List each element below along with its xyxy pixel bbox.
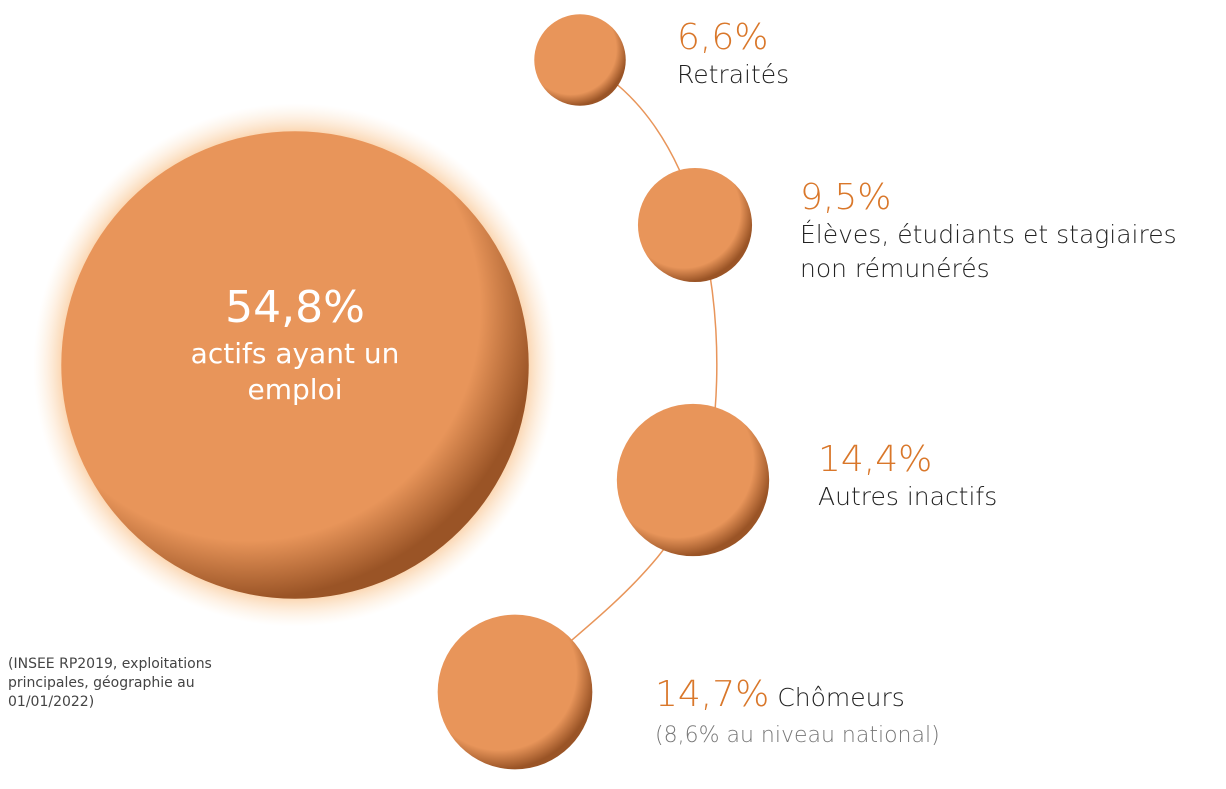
bubble-label: 14,4% Autres inactifs: [818, 440, 1178, 514]
bubble: [534, 14, 626, 106]
bubble: [61, 131, 529, 599]
value-label: 9,5%: [800, 177, 892, 218]
category-label: Autres inactifs: [818, 482, 998, 511]
annotation: (8,6% au niveau national): [655, 723, 940, 748]
category-label: actifs ayant un emploi: [190, 337, 400, 406]
value-label: 6,6%: [677, 17, 769, 58]
bubble: [616, 403, 770, 557]
category-label: Retraités: [677, 60, 790, 89]
bubble-label: 14,7% Chômeurs (8,6% au niveau national): [655, 675, 1055, 753]
value-label: 54,8%: [225, 282, 365, 333]
bubble-label: 6,6% Retraités: [677, 18, 977, 92]
category-label: Chômeurs: [777, 683, 905, 712]
value-label: 14,4%: [818, 439, 933, 480]
bubble-label: 54,8% actifs ayant un emploi: [155, 280, 435, 408]
category-label: Élèves, étudiants et stagiaires non rému…: [800, 220, 1177, 283]
bubble: [637, 167, 753, 283]
bubble-label: 9,5% Élèves, étudiants et stagiaires non …: [800, 178, 1226, 286]
bubble: [437, 614, 593, 770]
source-note: (INSEE RP2019, exploitations principales…: [8, 656, 212, 710]
value-label: 14,7%: [655, 674, 770, 715]
